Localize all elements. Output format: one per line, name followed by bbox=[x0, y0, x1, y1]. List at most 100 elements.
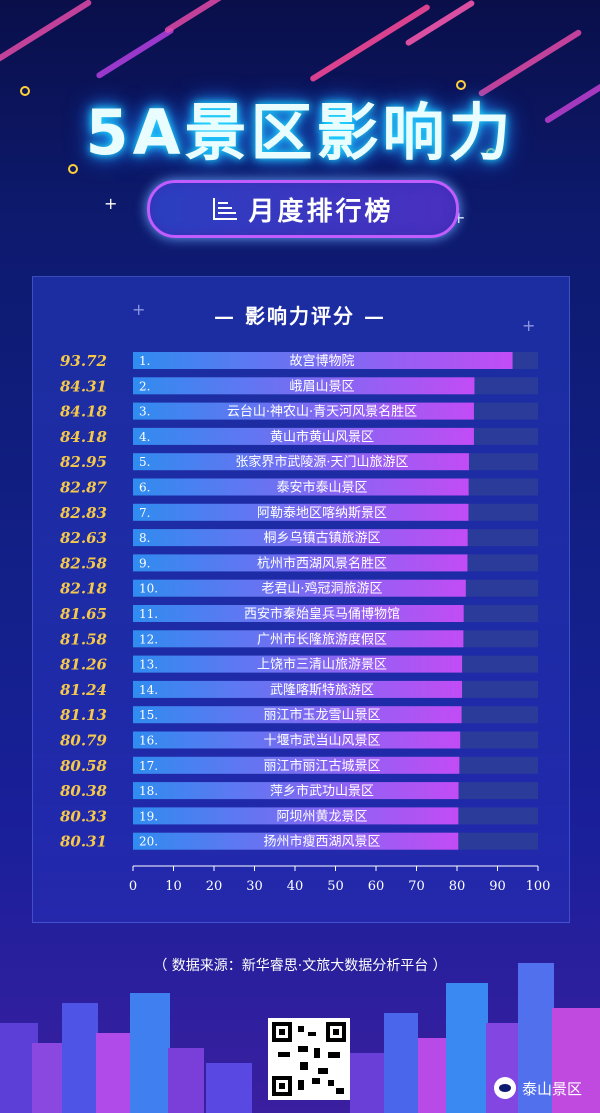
bar-chart-icon bbox=[213, 198, 238, 220]
value-label: 84.18 bbox=[60, 403, 108, 421]
category-label: 扬州市瘦西湖风景区 bbox=[263, 834, 380, 850]
value-label: 81.13 bbox=[60, 706, 107, 724]
bar bbox=[133, 807, 459, 825]
category-label: 黄山市黄山风景区 bbox=[270, 429, 374, 445]
x-tick-label: 0 bbox=[129, 879, 137, 894]
brand-name: 泰山景区 bbox=[521, 1079, 582, 1098]
value-label: 81.24 bbox=[60, 681, 107, 699]
x-tick-label: 90 bbox=[489, 879, 506, 894]
data-source-note: （ 数据来源：新华睿思·文旅大数据分析平台 ） bbox=[153, 958, 447, 974]
value-label: 84.18 bbox=[60, 428, 108, 446]
category-label: 桐乡乌镇古镇旅游区 bbox=[263, 530, 380, 546]
rank-label: 17. bbox=[139, 759, 158, 773]
value-label: 82.87 bbox=[60, 479, 108, 497]
category-label: 故宫博物院 bbox=[289, 354, 354, 369]
bar bbox=[133, 655, 463, 673]
value-label: 81.26 bbox=[60, 656, 108, 674]
value-label: 82.95 bbox=[60, 453, 107, 471]
category-label: 阿勒泰地区喀纳斯景区 bbox=[257, 505, 387, 521]
bar bbox=[133, 579, 466, 597]
category-label: 丽江市丽江古城景区 bbox=[263, 758, 380, 774]
rank-label: 1. bbox=[139, 354, 150, 368]
category-label: 西安市秦始皇兵马俑博物馆 bbox=[244, 606, 400, 622]
bar bbox=[133, 832, 459, 850]
x-tick-label: 100 bbox=[526, 879, 551, 894]
bar bbox=[133, 529, 468, 547]
x-tick-label: 80 bbox=[449, 879, 466, 894]
category-label: 老君山·鸡冠洞旅游区 bbox=[261, 581, 382, 597]
category-label: 广州市长隆旅游度假区 bbox=[257, 631, 387, 647]
bar bbox=[133, 427, 474, 445]
x-tick-label: 70 bbox=[408, 879, 425, 894]
sparkle-icon: + bbox=[104, 194, 118, 213]
rank-label: 16. bbox=[139, 734, 158, 748]
value-label: 80.79 bbox=[60, 732, 108, 750]
subtitle-badge: 月度排行榜 bbox=[147, 180, 459, 238]
bar bbox=[133, 478, 469, 496]
value-label: 80.31 bbox=[60, 833, 107, 851]
rank-label: 12. bbox=[139, 632, 158, 646]
category-label: 张家界市武陵源·天门山旅游区 bbox=[235, 454, 408, 470]
value-label: 81.65 bbox=[60, 605, 107, 623]
x-tick-label: 20 bbox=[206, 879, 223, 894]
bar bbox=[133, 352, 513, 369]
bar bbox=[133, 377, 475, 395]
value-label: 82.58 bbox=[60, 554, 108, 572]
rank-label: 14. bbox=[139, 683, 158, 697]
x-tick-label: 10 bbox=[165, 879, 182, 894]
decor-dot bbox=[68, 164, 78, 174]
rank-label: 2. bbox=[139, 379, 150, 393]
x-tick-label: 30 bbox=[246, 879, 263, 894]
bar bbox=[133, 731, 461, 749]
value-label: 80.58 bbox=[60, 757, 108, 775]
bar bbox=[133, 756, 460, 774]
x-tick-label: 60 bbox=[368, 879, 385, 894]
rank-label: 5. bbox=[139, 455, 150, 469]
bar bbox=[133, 402, 474, 420]
category-label: 萍乡市武功山景区 bbox=[270, 783, 374, 799]
chart-title: — 影响力评分 — bbox=[214, 304, 386, 328]
rank-label: 19. bbox=[139, 809, 158, 823]
decor-dot bbox=[486, 148, 496, 158]
value-label: 82.18 bbox=[60, 580, 108, 598]
value-label: 93.72 bbox=[60, 352, 107, 370]
rank-label: 13. bbox=[139, 658, 158, 672]
bar bbox=[133, 630, 464, 648]
decor-dot bbox=[456, 80, 466, 90]
category-label: 杭州市西湖风景名胜区 bbox=[257, 555, 387, 571]
category-label: 阿坝州黄龙景区 bbox=[276, 809, 367, 824]
rank-label: 9. bbox=[139, 556, 150, 570]
value-label: 80.33 bbox=[60, 807, 107, 825]
x-tick-label: 40 bbox=[287, 879, 304, 894]
rank-label: 18. bbox=[139, 784, 158, 798]
rank-label: 11. bbox=[139, 607, 158, 621]
bar bbox=[133, 782, 459, 800]
bar bbox=[133, 680, 463, 698]
rank-label: 7. bbox=[139, 506, 150, 520]
city-skyline bbox=[0, 963, 600, 1113]
category-label: 云台山·神农山·青天河风景名胜区 bbox=[227, 404, 417, 420]
rank-label: 4. bbox=[139, 430, 150, 444]
qr-code bbox=[268, 1018, 350, 1100]
decor-dot bbox=[20, 86, 30, 96]
bar bbox=[133, 605, 464, 622]
category-label: 十堰市武当山风景区 bbox=[263, 733, 380, 749]
category-label: 泰安市泰山景区 bbox=[276, 480, 367, 496]
rank-label: 10. bbox=[139, 582, 158, 596]
category-label: 武隆喀斯特旅游区 bbox=[270, 682, 374, 698]
rank-label: 3. bbox=[139, 405, 150, 419]
rank-label: 15. bbox=[139, 708, 158, 722]
value-label: 82.63 bbox=[60, 529, 107, 547]
wechat-icon bbox=[493, 1077, 516, 1099]
brand-mark: 泰山景区 bbox=[493, 1077, 582, 1099]
value-label: 81.58 bbox=[60, 630, 108, 648]
value-label: 80.38 bbox=[60, 782, 108, 800]
subtitle-text: 月度排行榜 bbox=[248, 196, 394, 227]
x-tick-label: 50 bbox=[327, 879, 344, 894]
category-label: 上饶市三清山旅游景区 bbox=[257, 657, 387, 673]
rank-label: 6. bbox=[139, 481, 150, 495]
rank-label: 20. bbox=[139, 835, 158, 849]
value-label: 84.31 bbox=[60, 377, 107, 395]
category-label: 丽江市玉龙雪山景区 bbox=[263, 707, 380, 723]
